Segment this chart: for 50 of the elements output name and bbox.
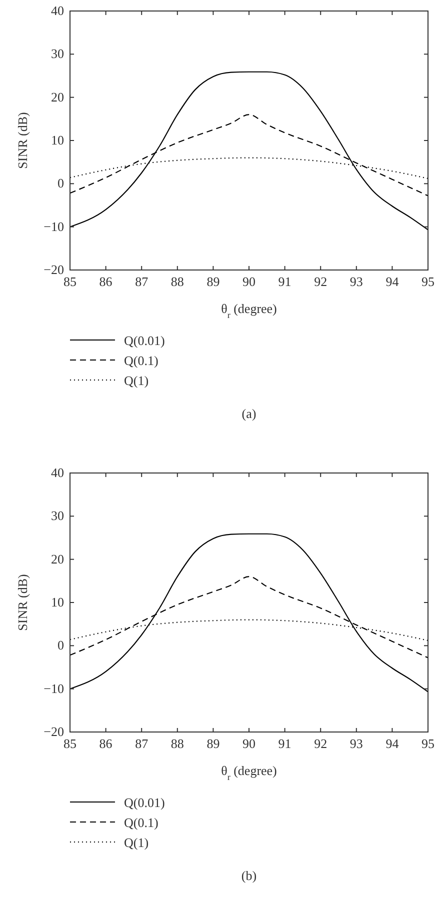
text: (b) [241,868,257,883]
x-tick-label: 89 [206,274,220,289]
x-tick-label: 90 [242,274,256,289]
y-tick-label: 40 [51,465,64,480]
x-tick-label: 87 [135,274,149,289]
x-tick-label: 92 [314,736,328,751]
x-tick-label: 93 [350,736,363,751]
x-tick-label: 88 [170,736,184,751]
line-series [69,71,429,230]
y-tick-label: −10 [44,680,64,696]
x-tick-label: 94 [386,736,400,751]
x-tick-label: 86 [99,274,113,289]
text: (a) [242,406,256,421]
y-tick-label: 0 [58,638,64,653]
x-tick-label: 88 [170,274,184,289]
x-tick-label: 95 [422,736,434,751]
x-tick-label: 89 [206,736,220,751]
y-tick-label: −20 [44,724,64,739]
y-tick-label: 10 [51,132,64,148]
y-tick-label: 0 [58,176,64,191]
x-tick-label: 92 [314,274,328,289]
x-axis-title: θ$_{r}$ (degree) [221,763,277,782]
x-tick-label: 91 [278,736,292,751]
legend-label: Q(0.1) [124,353,158,368]
y-tick-label: 30 [51,508,64,524]
x-axis-title: θ$_{r}$ (degree) [221,301,277,320]
x-tick-label: 85 [64,736,76,751]
legend-label: Q(0.01) [124,795,165,810]
x-tick-label: 95 [422,274,434,289]
y-tick-label: 30 [51,46,64,62]
x-tick-label: 90 [242,736,256,751]
y-axis-title: SINR (dB) [15,574,30,631]
y-axis-title: SINR (dB) [15,112,30,169]
line-series [69,533,429,692]
legend-label: Q(0.1) [124,815,158,830]
x-tick-label: 86 [99,736,113,751]
legend-label: Q(1) [124,835,149,850]
y-tick-label: −20 [44,262,64,277]
legend-label: Q(1) [124,373,149,388]
y-tick-label: 10 [51,594,64,610]
x-tick-label: 91 [278,274,292,289]
x-tick-label: 93 [350,274,363,289]
legend-label: Q(0.01) [124,333,165,348]
y-tick-label: 40 [51,3,64,18]
y-tick-label: −10 [44,218,64,234]
y-tick-label: 20 [51,551,64,566]
y-tick-label: 20 [51,89,64,104]
x-tick-label: 85 [64,274,76,289]
x-tick-label: 87 [135,736,149,751]
x-tick-label: 94 [386,274,400,289]
